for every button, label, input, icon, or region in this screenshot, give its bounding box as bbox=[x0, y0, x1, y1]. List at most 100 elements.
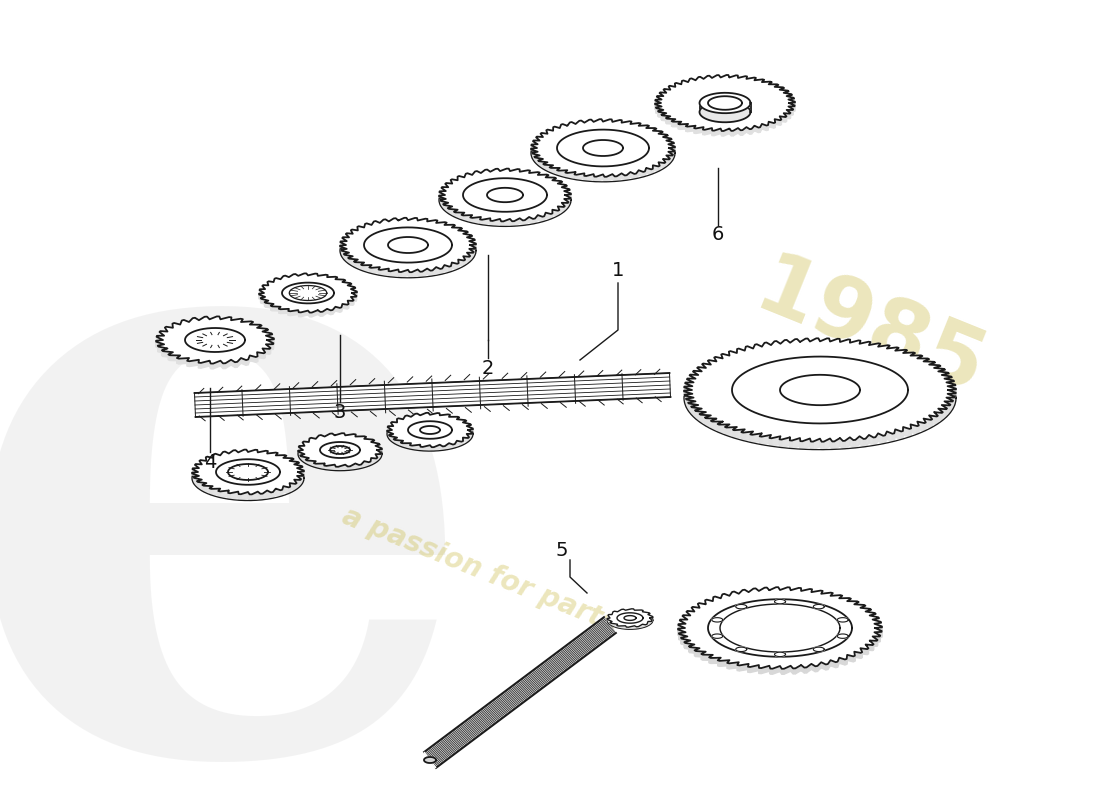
Polygon shape bbox=[702, 652, 706, 659]
Polygon shape bbox=[738, 128, 740, 135]
Polygon shape bbox=[377, 450, 382, 457]
Polygon shape bbox=[280, 309, 289, 314]
Polygon shape bbox=[870, 641, 877, 646]
Polygon shape bbox=[789, 102, 795, 108]
Polygon shape bbox=[322, 309, 327, 316]
Polygon shape bbox=[645, 168, 646, 177]
Polygon shape bbox=[192, 450, 304, 494]
Polygon shape bbox=[938, 409, 943, 420]
Polygon shape bbox=[296, 483, 297, 490]
Polygon shape bbox=[168, 352, 173, 360]
Polygon shape bbox=[700, 412, 706, 422]
Polygon shape bbox=[701, 414, 711, 423]
Polygon shape bbox=[860, 648, 862, 658]
Polygon shape bbox=[220, 490, 229, 498]
Polygon shape bbox=[466, 434, 469, 441]
Polygon shape bbox=[364, 227, 452, 262]
Polygon shape bbox=[377, 450, 382, 454]
Polygon shape bbox=[454, 441, 456, 448]
Text: 5: 5 bbox=[556, 541, 569, 559]
Polygon shape bbox=[230, 492, 239, 499]
Polygon shape bbox=[192, 469, 198, 478]
Polygon shape bbox=[189, 360, 199, 366]
Polygon shape bbox=[610, 622, 612, 625]
Polygon shape bbox=[678, 587, 882, 669]
Polygon shape bbox=[355, 463, 359, 469]
Polygon shape bbox=[653, 166, 659, 171]
Polygon shape bbox=[378, 267, 380, 275]
Polygon shape bbox=[672, 121, 673, 126]
Polygon shape bbox=[538, 159, 543, 166]
Polygon shape bbox=[544, 165, 553, 170]
Polygon shape bbox=[934, 412, 942, 421]
Polygon shape bbox=[714, 129, 720, 136]
Polygon shape bbox=[529, 217, 534, 224]
Polygon shape bbox=[220, 361, 223, 369]
Polygon shape bbox=[192, 474, 199, 482]
Polygon shape bbox=[608, 615, 611, 620]
Polygon shape bbox=[422, 445, 430, 451]
Polygon shape bbox=[250, 355, 256, 362]
Polygon shape bbox=[439, 195, 446, 201]
Polygon shape bbox=[700, 102, 750, 122]
Polygon shape bbox=[654, 75, 795, 131]
Text: 2: 2 bbox=[482, 358, 494, 378]
Polygon shape bbox=[345, 465, 348, 470]
Polygon shape bbox=[772, 666, 780, 674]
Polygon shape bbox=[791, 666, 793, 674]
Polygon shape bbox=[694, 648, 700, 656]
Polygon shape bbox=[216, 459, 280, 485]
Polygon shape bbox=[400, 441, 403, 446]
Text: 1: 1 bbox=[612, 261, 624, 279]
Polygon shape bbox=[903, 427, 910, 437]
Polygon shape bbox=[618, 626, 626, 628]
Polygon shape bbox=[786, 110, 793, 115]
Polygon shape bbox=[370, 265, 372, 273]
Polygon shape bbox=[338, 465, 345, 470]
Polygon shape bbox=[782, 669, 784, 674]
Polygon shape bbox=[400, 442, 403, 447]
Polygon shape bbox=[740, 130, 743, 135]
Polygon shape bbox=[811, 442, 813, 450]
Polygon shape bbox=[395, 440, 403, 445]
Polygon shape bbox=[711, 658, 720, 663]
Polygon shape bbox=[792, 438, 800, 449]
Polygon shape bbox=[363, 265, 372, 271]
Polygon shape bbox=[688, 126, 695, 132]
Polygon shape bbox=[284, 486, 288, 494]
Polygon shape bbox=[945, 402, 953, 410]
Polygon shape bbox=[535, 215, 538, 223]
Polygon shape bbox=[663, 159, 666, 167]
Polygon shape bbox=[705, 418, 706, 426]
Polygon shape bbox=[826, 664, 828, 670]
Polygon shape bbox=[696, 411, 706, 420]
Polygon shape bbox=[780, 439, 781, 447]
Polygon shape bbox=[158, 346, 167, 354]
Polygon shape bbox=[594, 177, 596, 182]
Polygon shape bbox=[930, 415, 937, 425]
Polygon shape bbox=[539, 162, 548, 167]
Polygon shape bbox=[658, 110, 663, 116]
Polygon shape bbox=[389, 436, 397, 442]
Polygon shape bbox=[336, 306, 340, 312]
Polygon shape bbox=[769, 438, 771, 446]
Polygon shape bbox=[500, 219, 502, 226]
Polygon shape bbox=[820, 438, 822, 450]
Polygon shape bbox=[271, 304, 274, 310]
Polygon shape bbox=[468, 253, 473, 258]
Polygon shape bbox=[241, 358, 246, 366]
Polygon shape bbox=[272, 306, 280, 311]
Polygon shape bbox=[513, 221, 514, 226]
Polygon shape bbox=[574, 174, 576, 180]
Polygon shape bbox=[332, 306, 336, 314]
Polygon shape bbox=[656, 104, 661, 111]
Polygon shape bbox=[172, 334, 220, 354]
Polygon shape bbox=[538, 215, 542, 222]
Polygon shape bbox=[276, 489, 280, 497]
Polygon shape bbox=[198, 482, 207, 490]
Polygon shape bbox=[258, 274, 358, 313]
Polygon shape bbox=[340, 307, 341, 312]
Polygon shape bbox=[267, 340, 274, 349]
Polygon shape bbox=[801, 665, 804, 673]
Polygon shape bbox=[551, 214, 552, 219]
